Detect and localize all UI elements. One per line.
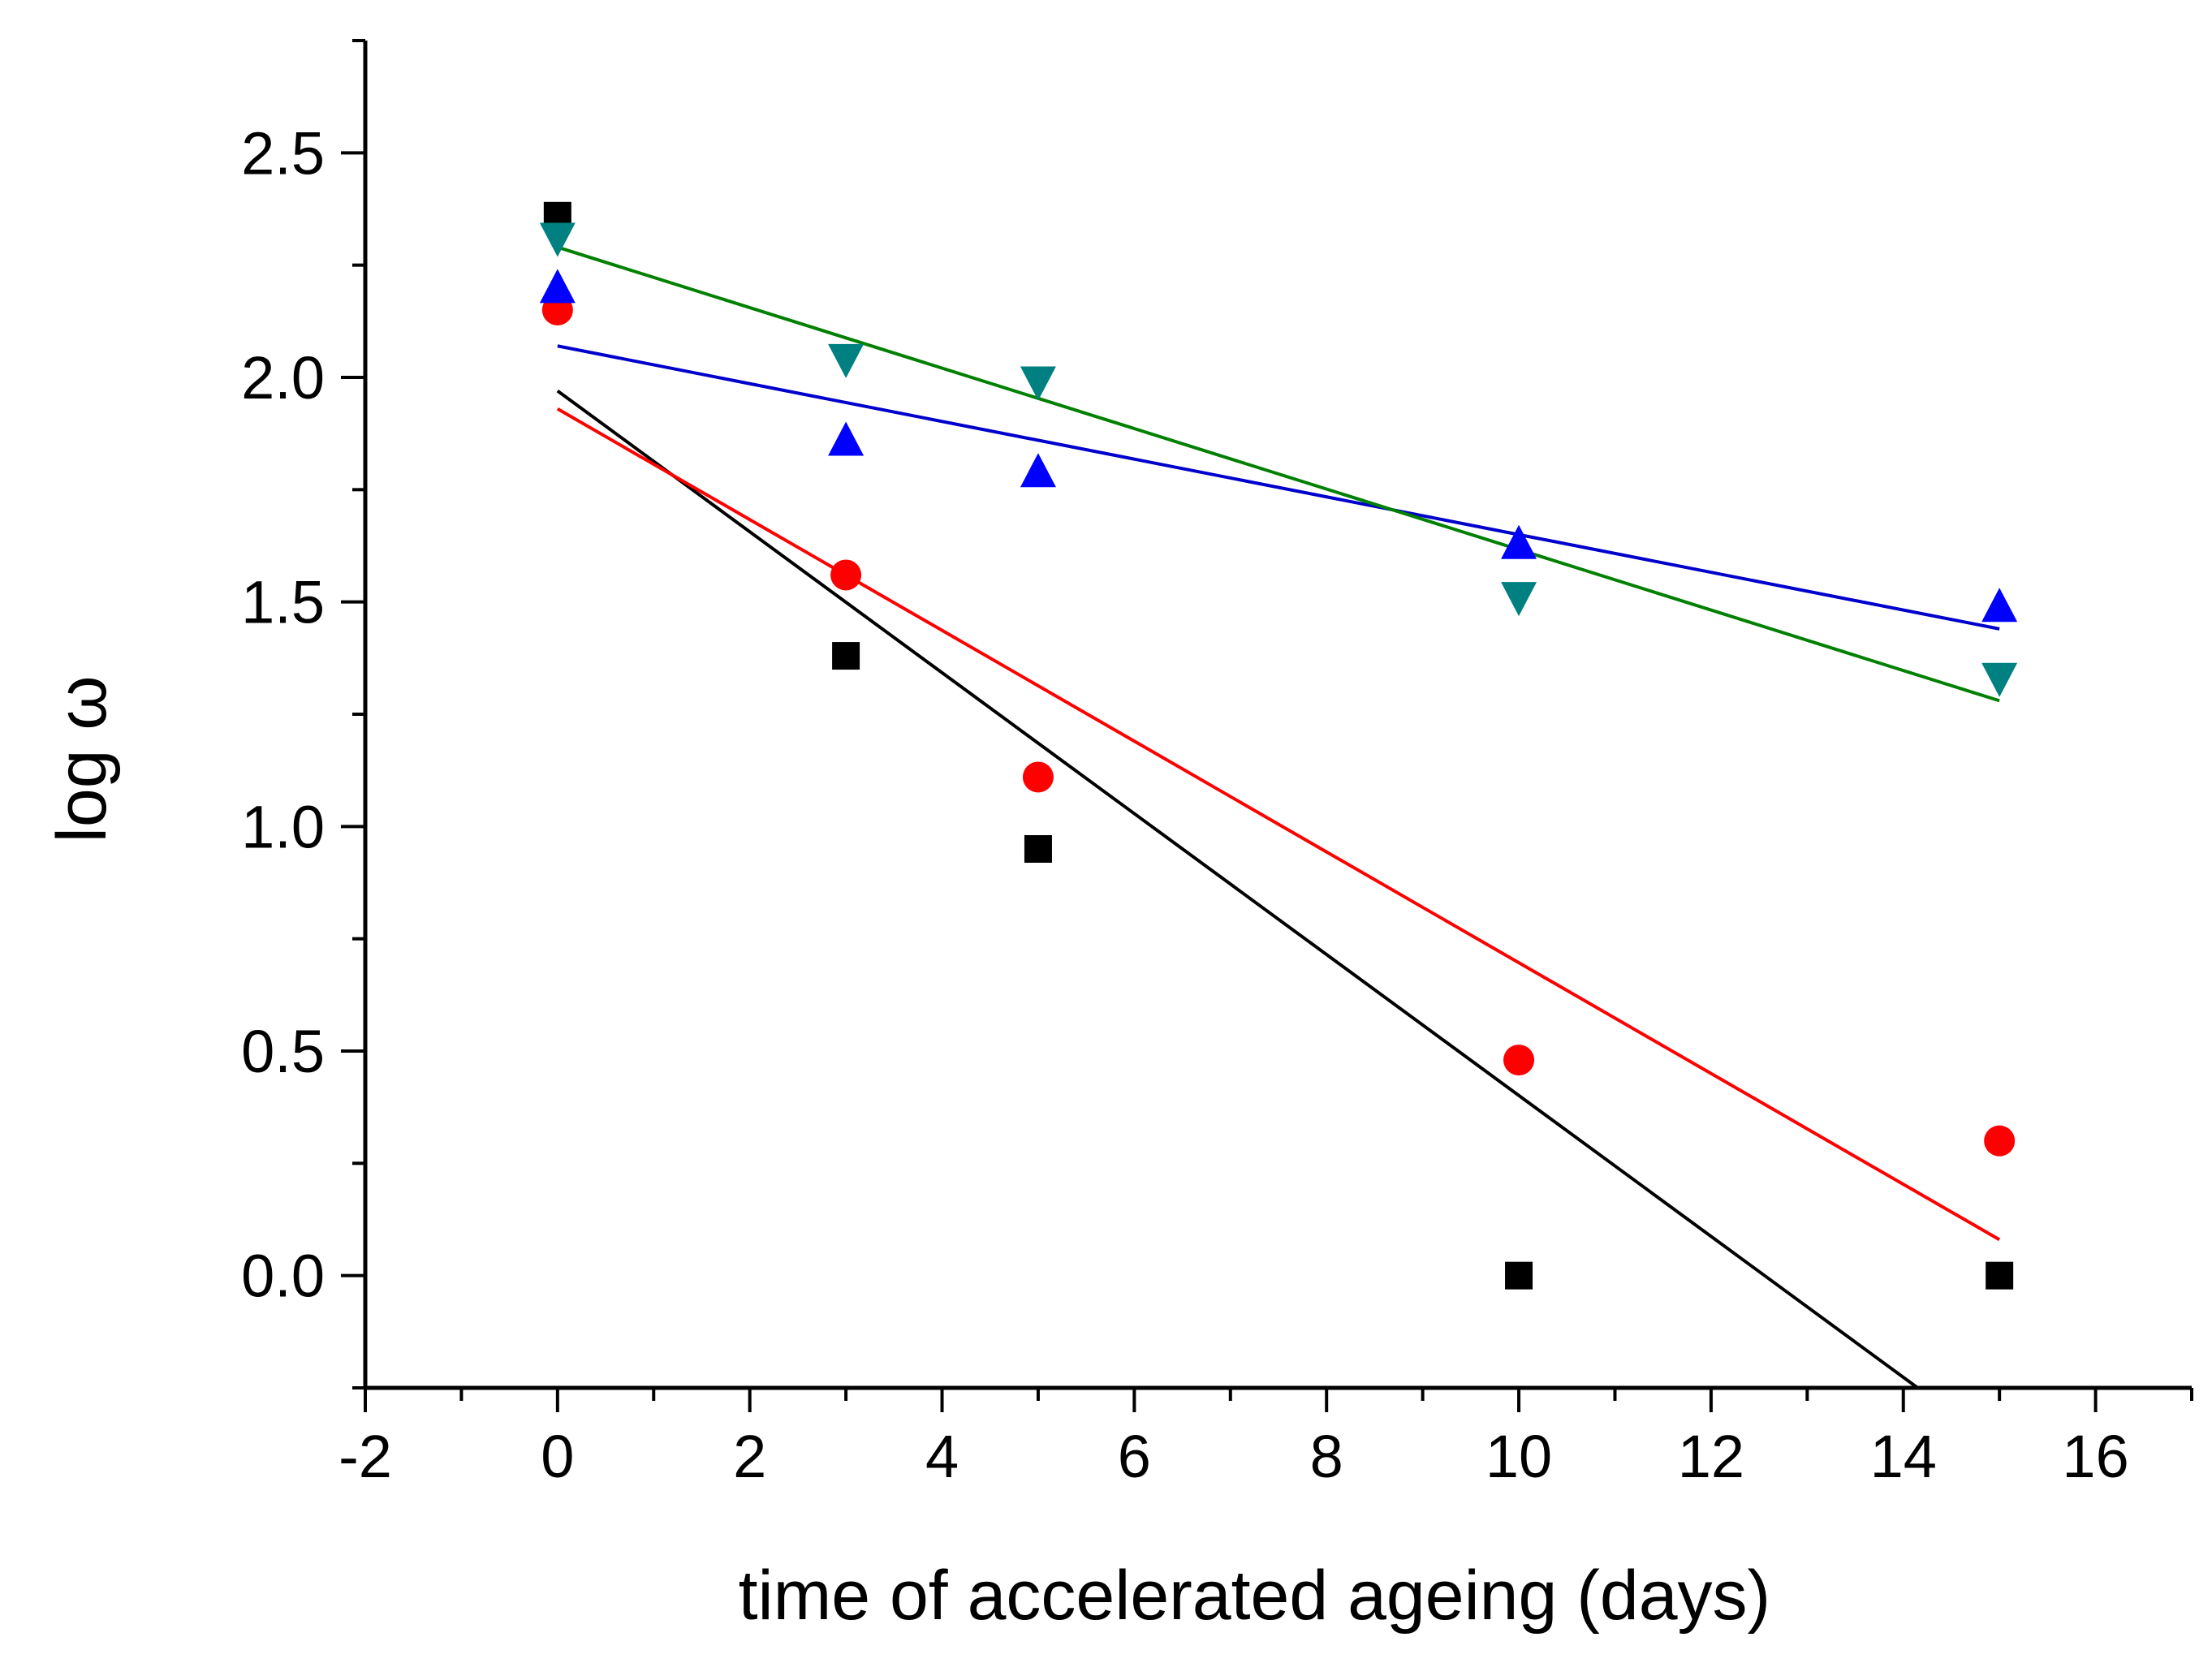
data-point-black-squares [1024,835,1052,863]
data-point-black-squares [1986,1261,2014,1290]
data-point-teal-inverted-triangles [1020,366,1056,401]
data-point-blue-triangles [539,269,576,304]
x-tick-label: 4 [925,1423,959,1490]
data-point-blue-triangles [1501,524,1537,559]
x-tick-label: 16 [2062,1423,2128,1490]
axes [363,41,2192,1390]
data-point-red-circles [1984,1125,2016,1157]
y-axis-ticks: 0.0 0.5 1.0 1.5 2.0 2.5 [241,39,365,1389]
x-tick-label: -2 [338,1423,392,1490]
data-point-blue-triangles [1981,588,2018,623]
x-tick-label: 0 [541,1423,574,1490]
y-tick-label: 2.5 [241,119,325,187]
fit-lines [556,245,2001,1389]
data-point-teal-inverted-triangles [1501,582,1537,617]
y-tick-label: 1.5 [241,569,325,636]
data-point-red-circles [1022,761,1054,793]
x-tick-label: 2 [733,1423,766,1490]
fit-line-red-circles [556,407,2001,1242]
data-point-red-circles [830,559,862,591]
fit-line-blue-triangles [557,344,2000,631]
x-tick-label: 6 [1118,1423,1151,1490]
data-point-teal-inverted-triangles [1981,662,2018,697]
y-tick-label: 1.0 [241,793,325,860]
x-tick-label: 12 [1678,1423,1744,1490]
x-tick-label: 8 [1310,1423,1343,1490]
data-point-black-squares [832,642,860,670]
data-point-blue-triangles [1020,453,1056,488]
data-point-red-circles [1503,1045,1535,1076]
data-markers [539,201,2018,1290]
data-point-teal-inverted-triangles [828,343,865,378]
y-tick-label: 0.0 [241,1243,325,1310]
x-tick-label: 14 [1870,1423,1937,1490]
data-point-black-squares [1505,1261,1533,1290]
data-point-blue-triangles [828,421,865,456]
y-tick-label: 0.5 [241,1018,325,1085]
data-point-teal-inverted-triangles [539,222,576,257]
y-tick-label: 2.0 [241,344,325,411]
fit-line-teal-inverted-triangles [557,245,2000,703]
x-axis-ticks: -2 0 2 4 6 8 10 12 14 16 [338,1388,2193,1490]
y-axis-title: log ω [43,675,121,842]
fit-line-black-squares [556,389,1919,1389]
x-axis-title: time of accelerated ageing (days) [739,1557,1771,1635]
x-tick-label: 10 [1485,1423,1552,1490]
